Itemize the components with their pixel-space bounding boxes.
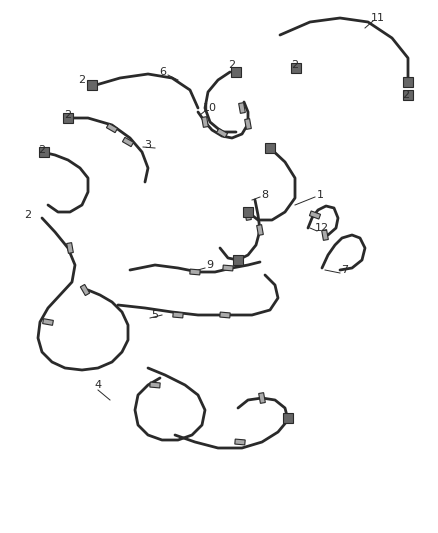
Bar bbox=[201, 117, 208, 127]
Text: 4: 4 bbox=[95, 380, 102, 390]
Bar bbox=[309, 211, 321, 219]
Text: 10: 10 bbox=[203, 103, 217, 113]
Bar bbox=[190, 269, 200, 275]
Bar bbox=[106, 123, 117, 133]
Bar bbox=[63, 113, 73, 123]
Text: 2: 2 bbox=[291, 60, 299, 70]
Text: 6: 6 bbox=[159, 67, 166, 77]
Bar bbox=[42, 319, 53, 325]
Text: 2: 2 bbox=[78, 75, 85, 85]
Bar bbox=[403, 90, 413, 100]
Bar bbox=[173, 312, 183, 318]
Bar bbox=[235, 439, 245, 445]
Text: 11: 11 bbox=[371, 13, 385, 23]
Bar bbox=[403, 77, 413, 87]
Text: 2: 2 bbox=[39, 145, 46, 155]
Bar bbox=[321, 230, 328, 240]
Text: 5: 5 bbox=[152, 310, 159, 320]
Text: 1: 1 bbox=[317, 190, 324, 200]
Bar bbox=[223, 265, 233, 271]
Bar bbox=[231, 67, 241, 77]
Text: 3: 3 bbox=[145, 140, 152, 150]
Bar bbox=[80, 285, 90, 296]
Text: 12: 12 bbox=[315, 223, 329, 233]
Bar bbox=[122, 138, 134, 147]
Bar bbox=[259, 393, 265, 403]
Bar bbox=[245, 119, 251, 130]
Bar bbox=[291, 63, 301, 73]
Text: 2: 2 bbox=[64, 110, 71, 120]
Bar bbox=[283, 413, 293, 423]
Bar bbox=[265, 143, 275, 153]
Bar bbox=[257, 224, 263, 236]
Text: 2: 2 bbox=[403, 90, 410, 100]
Bar bbox=[245, 209, 251, 220]
Bar bbox=[67, 243, 73, 253]
Text: 2: 2 bbox=[229, 60, 236, 70]
Bar bbox=[39, 147, 49, 157]
Bar bbox=[233, 255, 243, 265]
Text: 9: 9 bbox=[206, 260, 214, 270]
Bar bbox=[150, 382, 160, 388]
Bar bbox=[239, 103, 245, 114]
Text: 8: 8 bbox=[261, 190, 268, 200]
Bar bbox=[87, 80, 97, 90]
Bar bbox=[243, 207, 253, 217]
Text: 7: 7 bbox=[342, 265, 349, 275]
Bar bbox=[220, 312, 230, 318]
Text: 2: 2 bbox=[25, 210, 32, 220]
Bar bbox=[216, 128, 228, 138]
